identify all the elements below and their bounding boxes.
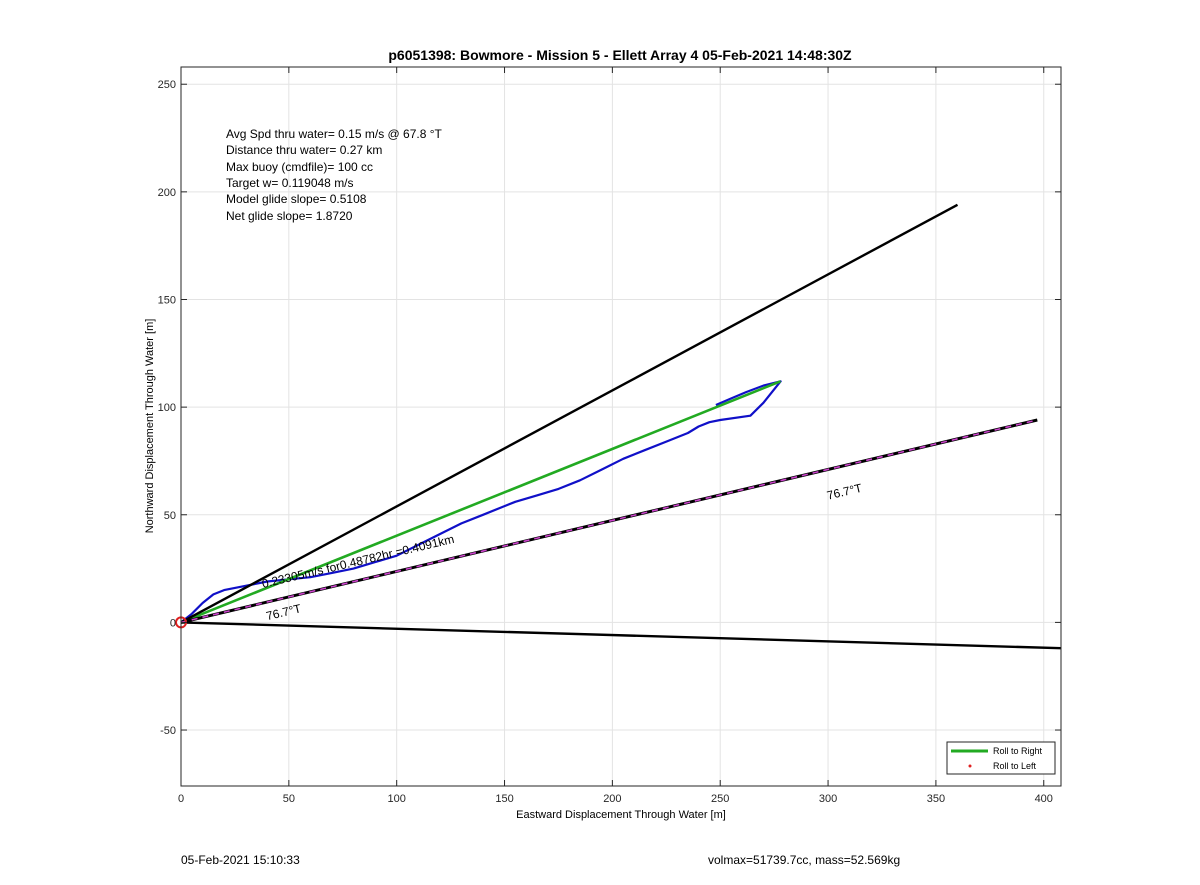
y-tick-label: 100 <box>158 402 176 414</box>
plot-border <box>180 66 1062 787</box>
y-axis-label: Northward Displacement Through Water [m] <box>144 319 156 534</box>
info-text-block: Avg Spd thru water= 0.15 m/s @ 67.8 °T D… <box>226 127 443 223</box>
legend-box <box>946 741 1056 775</box>
x-tick-label: 350 <box>927 793 945 805</box>
y-tick-label: -50 <box>160 725 176 737</box>
footer-timestamp: 05-Feb-2021 15:10:33 <box>181 853 300 867</box>
y-tick-label: 200 <box>158 187 176 199</box>
info-line-model-glide: Model glide slope= 0.5108 <box>226 192 367 206</box>
series-bound-lower <box>180 621 1062 650</box>
x-tick-label: 100 <box>388 793 406 805</box>
info-line-distance: Distance thru water= 0.27 km <box>226 143 382 157</box>
x-tick-label: 300 <box>819 793 837 805</box>
x-tick-label: 250 <box>711 793 729 805</box>
tick-layer: 0 50 100 150 200 250 300 350 400 -50 0 50 100 150 200 2… <box>158 67 1061 805</box>
x-tick-label: 0 <box>178 793 184 805</box>
x-tick-label: 50 <box>283 793 295 805</box>
x-tick-label: 200 <box>603 793 621 805</box>
grid <box>180 67 1061 786</box>
x-tick-label: 400 <box>1035 793 1053 805</box>
info-line-avg-speed: Avg Spd thru water= 0.15 m/s @ 67.8 °T <box>226 127 443 141</box>
series-glider-track <box>180 380 782 624</box>
info-line-target-w: Target w= 0.119048 m/s <box>226 176 354 190</box>
series-layer <box>175 203 1062 650</box>
y-tick-label: 250 <box>158 79 176 91</box>
series-bound-upper <box>180 203 959 624</box>
series-roll-to-right <box>180 380 782 624</box>
plot-area <box>181 67 1061 786</box>
info-line-max-buoy: Max buoy (cmdfile)= 100 cc <box>226 160 373 174</box>
chart-title: p6051398: Bowmore - Mission 5 - Ellett A… <box>388 47 852 63</box>
y-tick-label: 50 <box>164 510 176 522</box>
legend-entry-roll-left: Roll to Left <box>993 761 1037 771</box>
x-axis-label: Eastward Displacement Through Water [m] <box>516 809 726 821</box>
info-line-net-glide: Net glide slope= 1.8720 <box>226 209 353 223</box>
legend-swatch-roll-left <box>968 764 972 768</box>
x-tick-label: 150 <box>495 793 513 805</box>
series-heading-line-dash <box>180 419 1038 624</box>
footer-vehicle-info: volmax=51739.7cc, mass=52.569kg <box>708 853 901 867</box>
legend-entry-roll-right: Roll to Right <box>993 746 1043 756</box>
y-tick-label: 0 <box>170 617 176 629</box>
y-tick-label: 150 <box>158 294 176 306</box>
legend: Roll to Right Roll to Left <box>946 741 1056 775</box>
